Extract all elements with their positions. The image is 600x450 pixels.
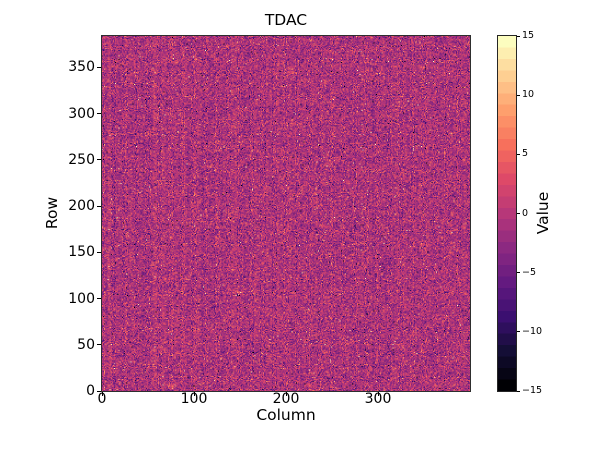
colorbar-tick-mark [517, 213, 520, 214]
y-tick-label: 350 [68, 59, 95, 76]
colorbar-tick-label: −15 [522, 385, 543, 396]
x-tick-mark [377, 392, 379, 396]
y-tick-label: 50 [77, 336, 95, 353]
y-tick-label: 300 [68, 105, 95, 122]
colorbar-gradient [498, 36, 516, 391]
colorbar-label: Value [534, 191, 552, 235]
y-tick-mark [97, 390, 101, 392]
y-axis-label: Row [43, 196, 61, 230]
colorbar-tick-label: −10 [522, 325, 543, 337]
x-tick-label: 0 [97, 391, 107, 407]
y-tick-label: 250 [68, 151, 95, 168]
x-tick-mark [193, 392, 195, 396]
colorbar-tick-label: 15 [522, 30, 535, 41]
x-tick-label: 300 [364, 391, 392, 407]
y-tick-label: 0 [86, 383, 95, 399]
y-tick-mark [97, 66, 101, 68]
y-tick-label: 100 [68, 290, 95, 307]
y-tick-mark [97, 159, 101, 161]
chart-title: TDAC [264, 11, 308, 29]
colorbar-tick-mark [517, 272, 520, 274]
colorbar-tick-mark [517, 35, 520, 37]
y-tick-label: 150 [68, 244, 95, 261]
colorbar-tick-mark [517, 390, 520, 392]
x-axis-label: Column [256, 406, 316, 424]
colorbar-tick-mark [517, 331, 520, 333]
y-tick-mark [97, 344, 101, 346]
colorbar-tick-label: 10 [522, 89, 535, 101]
x-tick-label: 100 [180, 391, 208, 407]
y-tick-label: 200 [68, 198, 95, 215]
x-tick-mark [285, 392, 287, 396]
y-tick-mark [97, 113, 101, 115]
colorbar-tick-label: 0 [522, 207, 529, 219]
y-tick-mark [97, 205, 101, 207]
y-tick-mark [97, 298, 101, 300]
heatmap-image [102, 36, 470, 391]
colorbar-tick-label: −5 [522, 266, 537, 278]
x-tick-label: 200 [272, 391, 300, 407]
colorbar-tick-mark [517, 153, 520, 155]
x-tick-mark [101, 392, 103, 396]
colorbar-tick-mark [517, 94, 520, 96]
y-tick-mark [97, 251, 101, 253]
colorbar-tick-label: 5 [522, 148, 529, 160]
